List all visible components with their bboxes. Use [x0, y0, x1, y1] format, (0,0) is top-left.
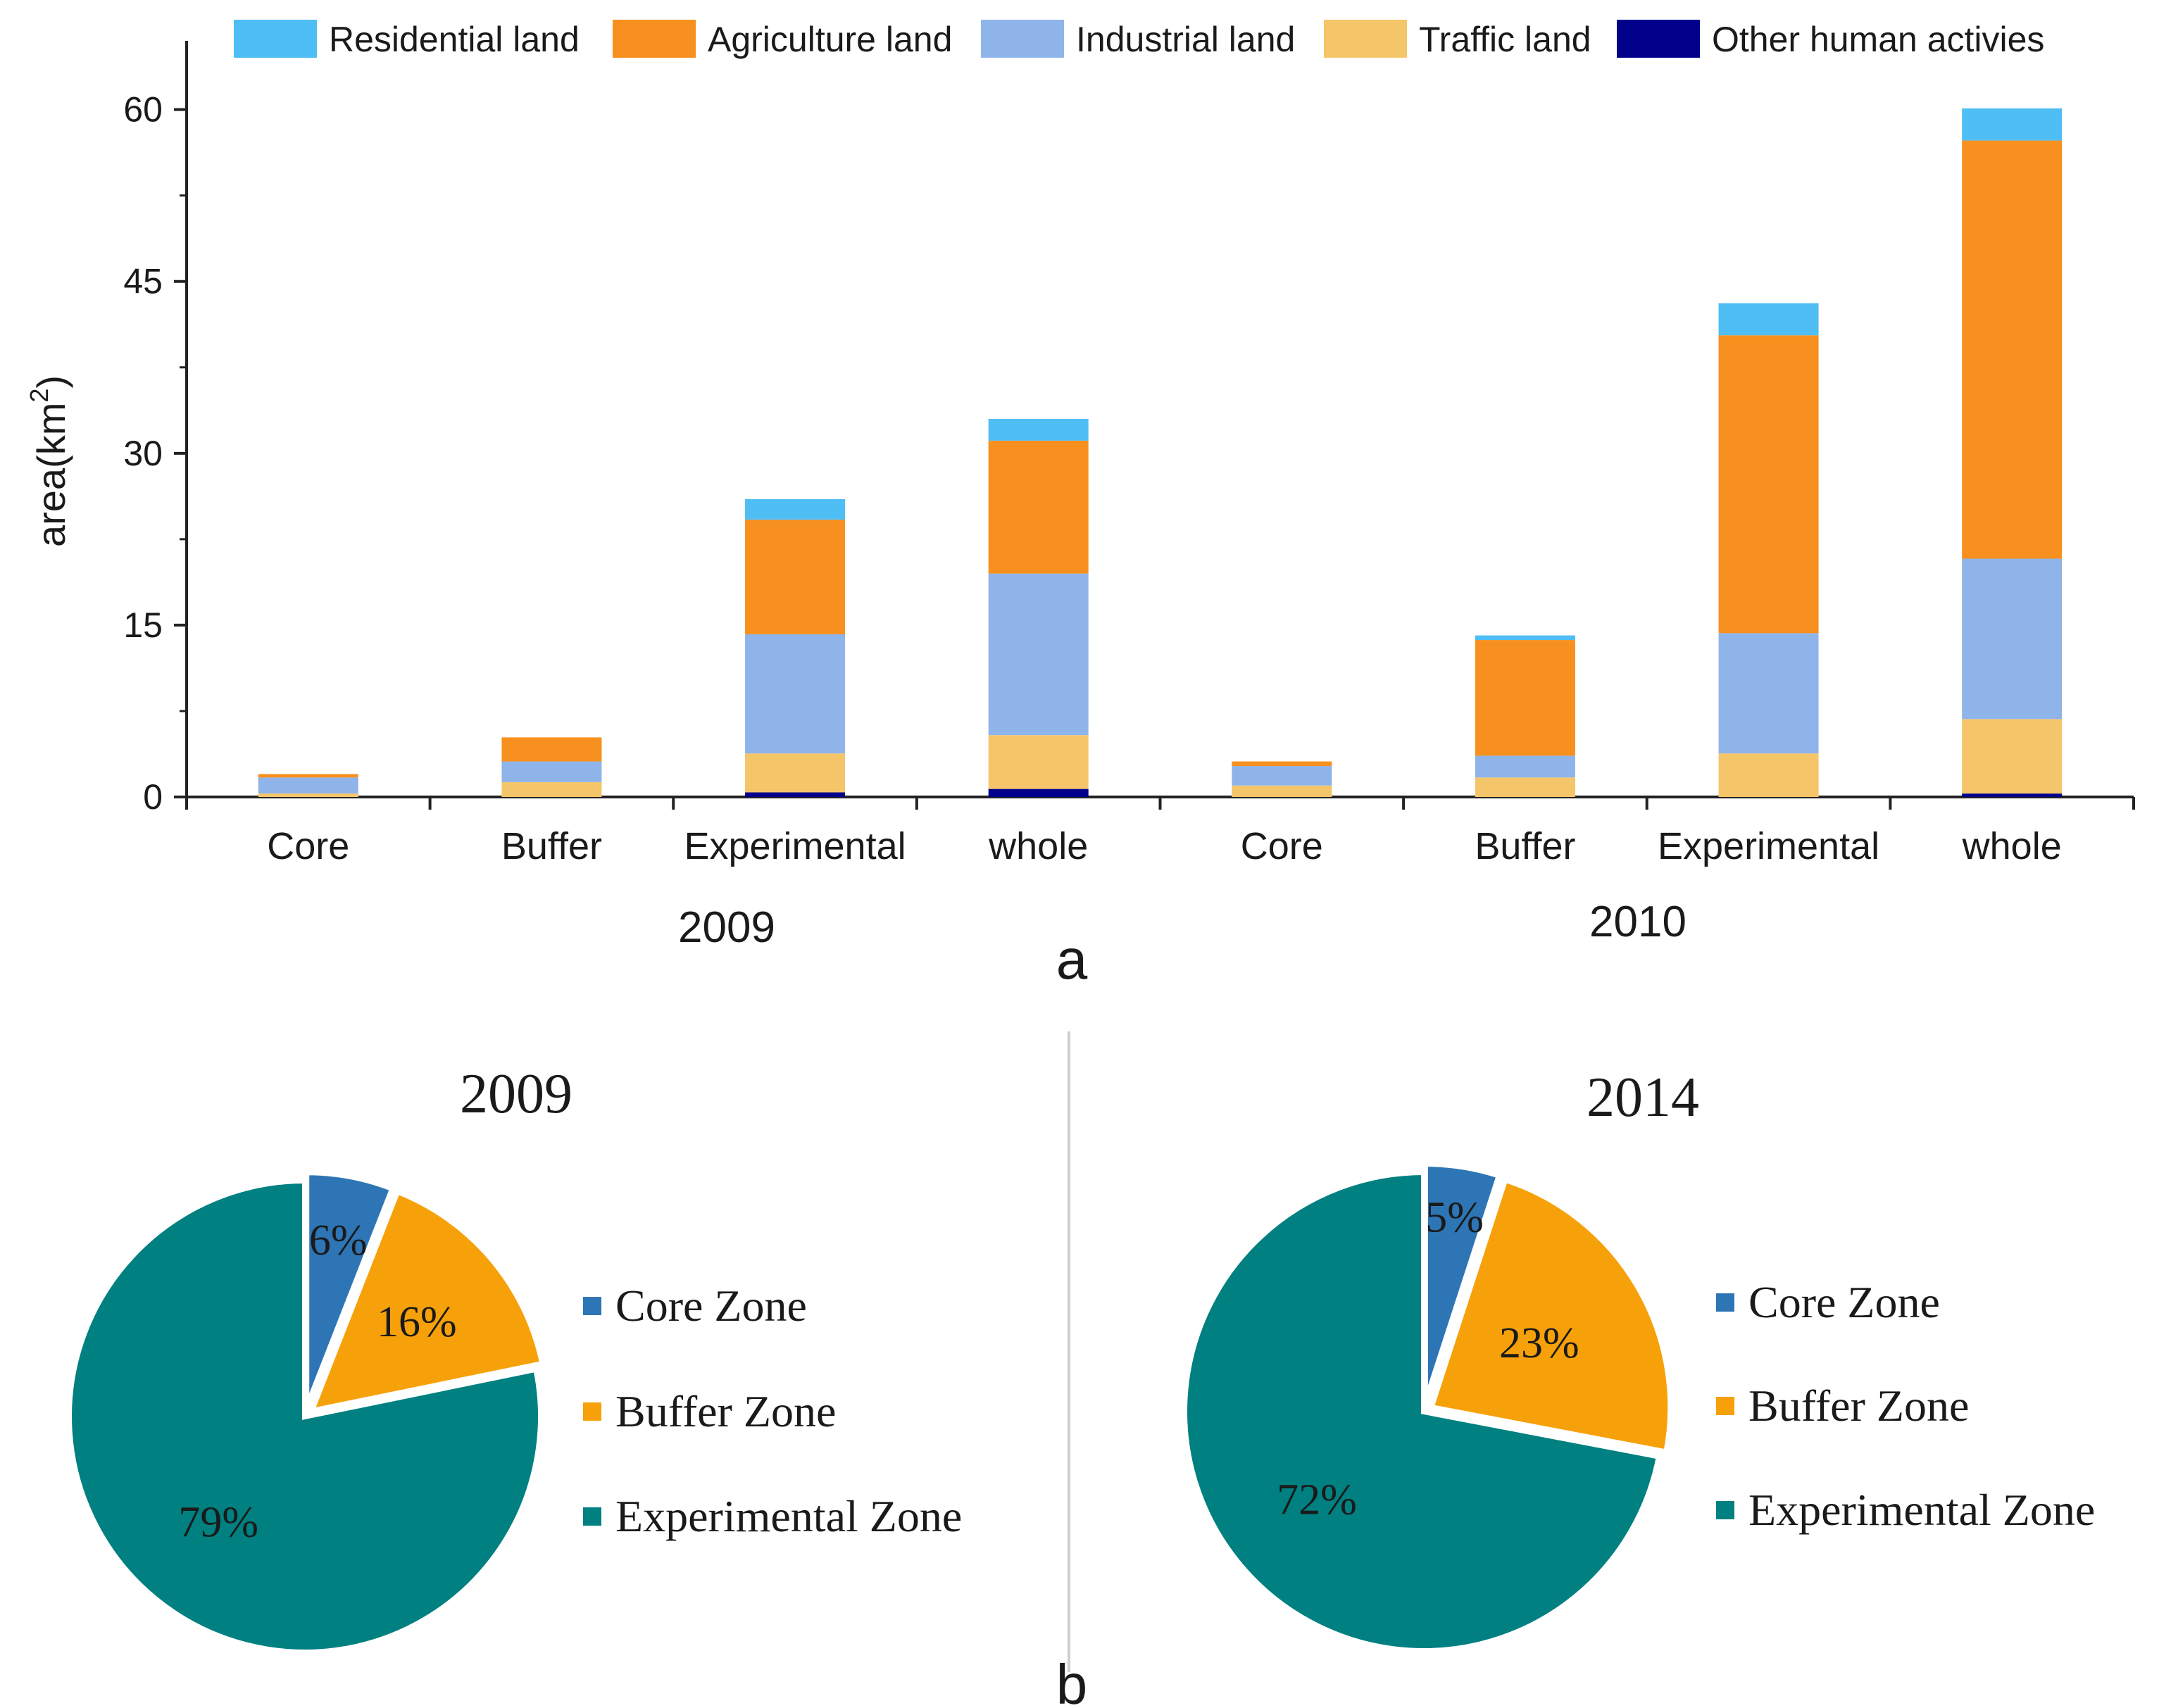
y-tick-label: 60 [123, 90, 163, 130]
pie-percent-label: 79% [178, 1499, 258, 1547]
bar-segment-industrial-land [1962, 558, 2063, 720]
stacked-bar-chart: Residential land Agriculture land Industri… [25, 20, 2135, 991]
bar-segment-agriculture-land [501, 737, 602, 762]
legend-swatch-traffic-land [1324, 20, 1407, 58]
panel-label-a: a [1056, 928, 1088, 991]
x-tick-label: whole [1962, 825, 2062, 867]
bar-segment-residential-land [988, 419, 1089, 441]
pie-legend-label-core-zone: Core Zone [1748, 1277, 1940, 1327]
bar-segment-traffic-land [1475, 777, 1575, 797]
pie-legend-label-buffer-zone: Buffer Zone [615, 1386, 836, 1436]
pie-slice-core-zone [303, 1169, 396, 1409]
bar-segment-agriculture-land [1962, 140, 2063, 559]
pie-title: 2014 [1587, 1067, 1699, 1129]
pie-slice-buffer-zone [306, 1188, 546, 1415]
pie-slice-experimental-zone [1182, 1169, 1663, 1654]
bars [258, 108, 2063, 797]
x-tick-label: whole [988, 825, 1088, 867]
pie-legend-label-core-zone: Core Zone [615, 1281, 807, 1331]
bar-segment-traffic-land [1962, 719, 2063, 794]
bar-segment-other-human-activies [745, 792, 846, 797]
pie-percent-label: 5% [1425, 1194, 1484, 1242]
y-axis-label: area(km2) [25, 375, 73, 547]
bar-segment-agriculture-land [258, 774, 358, 778]
pie-legend-swatch-experimental-zone [1716, 1501, 1734, 1519]
pie-legend-swatch-core-zone [1716, 1293, 1734, 1312]
bar-legend: Residential land Agriculture land Industri… [234, 20, 2044, 59]
bar-segment-residential-land [1475, 635, 1575, 641]
pie-legend-label-experimental-zone: Experimental Zone [1748, 1485, 2095, 1535]
pie-percent-label: 72% [1277, 1476, 1357, 1524]
panel-label-b: b [1056, 1653, 1088, 1708]
x-tick-label: Buffer [1475, 825, 1575, 867]
bar-segment-traffic-land [988, 735, 1089, 789]
y-tick-label: 0 [143, 777, 163, 817]
bar-segment-industrial-land [1232, 766, 1332, 786]
bar-segment-agriculture-land [1718, 335, 1819, 634]
x-tick-label: Experimental [684, 825, 906, 867]
pie-legend-label-experimental-zone: Experimental Zone [615, 1491, 962, 1541]
legend-swatch-residential-land [234, 20, 317, 58]
legend-swatch-industrial-land [981, 20, 1064, 58]
pie-legend-swatch-experimental-zone [583, 1507, 601, 1526]
y-tick-label: 15 [123, 605, 163, 645]
bar-segment-traffic-land [258, 793, 358, 797]
y-axis-label-sup: 2 [25, 389, 54, 403]
x-tick-label: Core [1241, 825, 1323, 867]
x-tick-label: Core [267, 825, 349, 867]
group-label-2010: 2010 [1589, 898, 1686, 946]
legend-swatch-agriculture-land [613, 20, 696, 58]
pie-percent-label: 23% [1499, 1319, 1579, 1367]
legend-label-traffic-land: Traffic land [1419, 20, 1591, 59]
bar-segment-traffic-land [501, 781, 602, 797]
pie-slice-buffer-zone [1427, 1176, 1674, 1456]
bar-segment-traffic-land [1232, 785, 1332, 797]
bar-segment-industrial-land [1718, 633, 1819, 754]
x-tick-label: Buffer [501, 825, 602, 867]
pie-percent-label: 16% [377, 1298, 457, 1346]
bar-segment-other-human-activies [1962, 793, 2063, 797]
bar-segment-agriculture-land [988, 440, 1089, 574]
pie-legend-swatch-buffer-zone [583, 1402, 601, 1421]
y-axis-label-base: area(km [29, 403, 73, 547]
y-tick-label: 45 [123, 262, 163, 301]
pie-legend-swatch-core-zone [583, 1297, 601, 1315]
bar-segment-traffic-land [1718, 753, 1819, 797]
bar-segment-residential-land [1718, 303, 1819, 336]
x-tick-label: Experimental [1658, 825, 1879, 867]
pie-legend-swatch-buffer-zone [1716, 1397, 1734, 1415]
bar-segment-industrial-land [745, 634, 846, 754]
pie-percent-label: 6% [309, 1217, 368, 1264]
bar-segment-other-human-activies [988, 789, 1089, 797]
pie-charts: 2009 6%16% 79% Core Zone Buffer Zone Experime… [66, 1063, 2095, 1655]
pie-slice-experimental-zone [66, 1177, 544, 1655]
bar-segment-industrial-land [1475, 755, 1575, 778]
pie-slice-core-zone [1422, 1161, 1503, 1405]
group-label-2009: 2009 [678, 903, 775, 952]
legend-label-industrial-land: Industrial land [1076, 20, 1295, 59]
legend-label-other-human-activies: Other human activies [1712, 20, 2044, 59]
bar-segment-agriculture-land [1475, 640, 1575, 756]
y-axis-label-close: ) [29, 375, 73, 389]
legend-label-agriculture-land: Agriculture land [708, 20, 952, 59]
bar-segment-agriculture-land [1232, 761, 1332, 767]
bar-segment-agriculture-land [745, 520, 846, 634]
legend-label-residential-land: Residential land [329, 20, 580, 59]
bar-segment-residential-land [745, 498, 846, 520]
bar-segment-residential-land [1962, 108, 2063, 141]
bar-segment-industrial-land [988, 573, 1089, 736]
pie-legend-label-buffer-zone: Buffer Zone [1748, 1381, 1969, 1431]
bar-segment-industrial-land [258, 777, 358, 794]
bar-segment-industrial-land [501, 761, 602, 782]
legend-swatch-other-human-activies [1617, 20, 1700, 58]
bar-axes [174, 41, 2135, 810]
bar-segment-traffic-land [745, 753, 846, 793]
pie-title: 2009 [460, 1063, 572, 1125]
pie-chart-2014: 2014 5% 23% 72% Core Zone Buffer Zone Experime… [1182, 1067, 2095, 1654]
pie-chart-2009: 2009 6%16% 79% Core Zone Buffer Zone Experime… [66, 1063, 962, 1655]
bar-tick-labels: 0 15 30 45 60 Core Buffer Experimental whole Core… [123, 90, 2061, 867]
y-tick-label: 30 [123, 434, 163, 473]
